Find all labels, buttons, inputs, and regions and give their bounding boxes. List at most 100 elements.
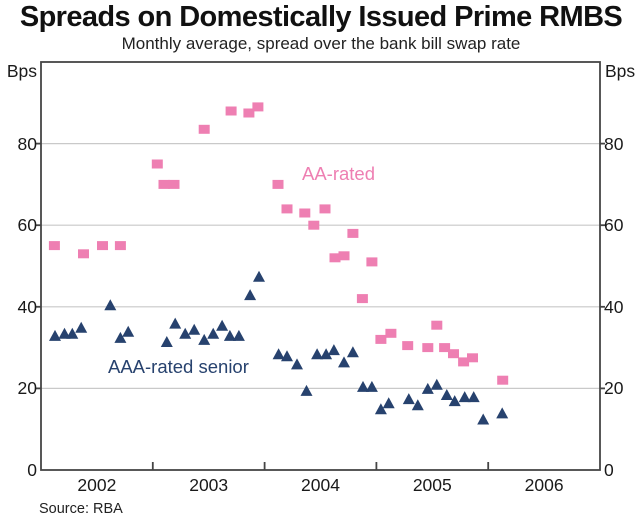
- gridlines: [41, 143, 600, 389]
- data-point-triangle: [402, 393, 415, 405]
- data-point-square: [319, 204, 331, 214]
- series-aaa-rated-senior: [49, 270, 509, 425]
- data-point-square: [252, 102, 264, 112]
- series-aa-rated: [48, 102, 509, 385]
- data-point-triangle: [291, 358, 303, 370]
- data-point-triangle: [421, 382, 434, 394]
- x-tick-label-2005: 2005: [412, 475, 452, 495]
- data-point-triangle: [169, 317, 182, 329]
- y-tick-label-right-20: 20: [604, 378, 624, 399]
- data-point-triangle: [114, 331, 127, 343]
- data-point-square: [458, 357, 470, 367]
- data-point-triangle: [232, 329, 245, 341]
- data-point-square: [299, 208, 311, 218]
- data-point-triangle: [75, 321, 88, 333]
- chart-title: Spreads on Domestically Issued Prime RMB…: [19, 1, 623, 33]
- data-point-triangle: [179, 327, 192, 339]
- x-tick-label-2003: 2003: [189, 475, 229, 495]
- data-point-square: [48, 241, 60, 251]
- data-point-square: [497, 375, 509, 385]
- y-tick-label-left-40: 40: [17, 296, 37, 317]
- x-tick-label-2006: 2006: [524, 475, 564, 495]
- data-point-triangle: [207, 327, 220, 339]
- y-tick-label-left-80: 80: [17, 133, 37, 154]
- data-point-square: [243, 108, 255, 118]
- plot-frame: [36, 61, 605, 471]
- data-point-triangle: [300, 384, 313, 396]
- data-point-square: [402, 341, 414, 351]
- data-point-square: [281, 204, 293, 214]
- data-point-square: [272, 179, 284, 189]
- data-point-square: [329, 253, 341, 263]
- data-point-square: [439, 343, 451, 353]
- data-point-triangle: [458, 391, 471, 403]
- data-point-triangle: [411, 399, 424, 411]
- data-point-square: [198, 124, 210, 134]
- source-note: Source: RBA: [39, 501, 123, 517]
- y-tick-label-right-0: 0: [604, 460, 614, 480]
- data-point-triangle: [365, 380, 378, 392]
- data-point-triangle: [216, 319, 229, 331]
- data-point-square: [338, 251, 350, 261]
- data-point-triangle: [327, 344, 340, 356]
- data-point-square: [356, 294, 368, 304]
- data-point-square: [97, 241, 108, 251]
- data-point-triangle: [223, 329, 236, 341]
- chart-subtitle: Monthly average, spread over the bank bi…: [121, 34, 521, 53]
- y-tick-label-right-60: 60: [604, 215, 624, 236]
- data-point-triangle: [188, 323, 201, 335]
- y-axis-unit-right: Bps: [605, 61, 636, 81]
- data-point-triangle: [357, 380, 369, 392]
- data-point-square: [225, 106, 237, 116]
- data-point-triangle: [448, 395, 461, 407]
- y-tick-label-right-40: 40: [604, 296, 624, 317]
- data-point-triangle: [104, 299, 117, 311]
- data-point-triangle: [49, 329, 61, 341]
- data-point-square: [347, 228, 359, 238]
- data-point-triangle: [440, 389, 453, 400]
- data-point-square: [467, 353, 478, 363]
- data-point-square: [385, 328, 397, 338]
- data-point-square: [448, 349, 459, 359]
- data-point-triangle: [496, 407, 509, 419]
- data-point-triangle: [311, 348, 324, 360]
- series-label-aaa-rated-senior: AAA-rated senior: [108, 356, 249, 377]
- data-point-square: [375, 334, 387, 344]
- data-point-triangle: [346, 346, 359, 358]
- data-point-triangle: [374, 403, 387, 415]
- data-point-triangle: [58, 327, 71, 339]
- data-point-square: [78, 249, 89, 259]
- y-tick-label-left-0: 0: [27, 460, 37, 480]
- data-point-triangle: [477, 413, 490, 425]
- data-point-triangle: [198, 333, 211, 345]
- data-point-triangle: [253, 270, 265, 282]
- x-tick-label-2004: 2004: [301, 475, 340, 495]
- y-axis-unit-left: Bps: [6, 61, 37, 81]
- data-point-triangle: [467, 391, 480, 403]
- data-point-square: [422, 343, 434, 353]
- data-point-triangle: [244, 289, 257, 301]
- data-point-square: [366, 257, 378, 267]
- data-point-triangle: [272, 348, 285, 360]
- data-point-triangle: [430, 378, 443, 390]
- data-point-triangle: [66, 327, 79, 339]
- y-tick-label-left-60: 60: [17, 215, 37, 236]
- data-point-square: [158, 179, 170, 189]
- data-point-triangle: [122, 325, 135, 337]
- data-point-square: [431, 320, 443, 330]
- data-point-triangle: [382, 397, 395, 409]
- y-tick-label-right-80: 80: [604, 133, 624, 154]
- y-tick-label-left-20: 20: [17, 378, 37, 399]
- data-point-triangle: [320, 348, 333, 360]
- data-point-square: [151, 159, 163, 169]
- data-point-triangle: [160, 336, 173, 347]
- data-point-triangle: [281, 350, 293, 362]
- x-tick-label-2002: 2002: [77, 475, 117, 495]
- frame-rect: [40, 61, 601, 471]
- data-point-square: [168, 179, 180, 189]
- data-point-square: [308, 220, 320, 230]
- data-point-square: [114, 241, 126, 251]
- data-point-triangle: [338, 356, 350, 368]
